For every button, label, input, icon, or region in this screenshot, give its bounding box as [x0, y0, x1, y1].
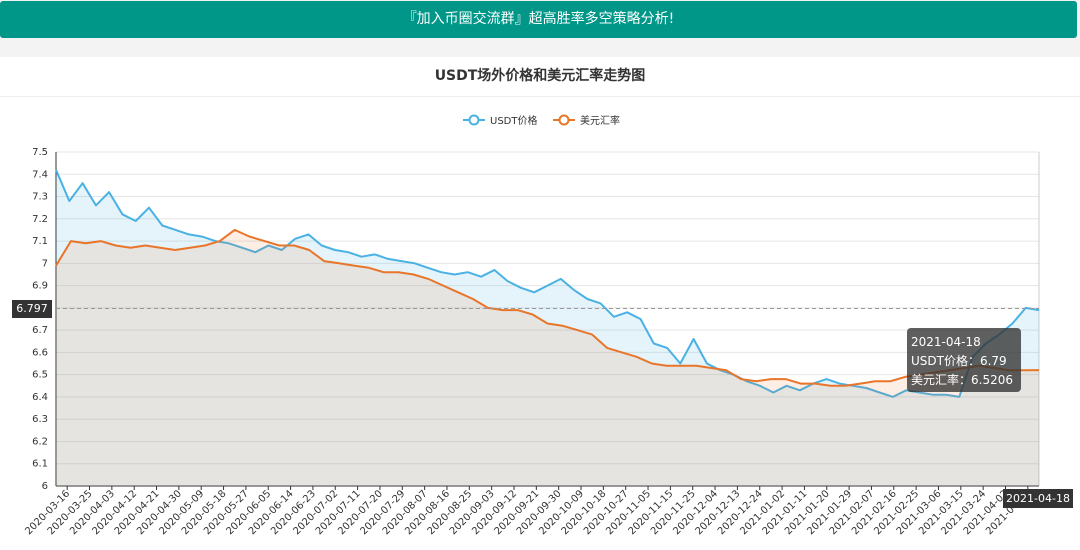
- tooltip: 2021-04-18 USDT价格：6.79 美元汇率：6.5206: [907, 328, 1021, 392]
- series-area-2: [56, 229, 1039, 486]
- crosshair-y-label: 6.797: [12, 300, 52, 318]
- tooltip-usdt: USDT价格：6.79: [911, 354, 1007, 368]
- y-tick-label: 7: [42, 258, 48, 269]
- y-tick-label: 6.5: [32, 370, 48, 381]
- promo-banner[interactable]: 『加入币圈交流群』超高胜率多空策略分析!: [0, 1, 1077, 38]
- chart-title: USDT场外价格和美元汇率走势图: [0, 57, 1080, 97]
- legend-swatch-dot: [558, 114, 570, 126]
- y-tick-label: 6.4: [32, 392, 48, 403]
- y-tick-label: 6.7: [32, 325, 48, 336]
- y-tick-label: 7.5: [32, 147, 48, 158]
- series-line-2: [55, 228, 1040, 387]
- tooltip-date: 2021-04-18: [911, 335, 981, 349]
- legend-label: USDT价格: [490, 114, 537, 127]
- y-tick-label: 6.6: [32, 347, 48, 358]
- tooltip-fx: 美元汇率：6.5206: [911, 373, 1013, 387]
- chart-card: USDT场外价格和美元汇率走势图: [0, 57, 1080, 550]
- y-tick-label: 7.1: [32, 236, 48, 247]
- y-tick-label: 7.3: [32, 192, 48, 203]
- y-tick-label: 6.9: [32, 281, 48, 292]
- legend-swatch-dot: [468, 114, 480, 126]
- legend-label: 美元汇率: [580, 114, 620, 127]
- crosshair-x-label: 2021-04-18: [1003, 489, 1073, 508]
- y-tick-label: 7.2: [32, 214, 48, 225]
- promo-banner-text: 『加入币圈交流群』超高胜率多空策略分析!: [402, 11, 675, 27]
- y-tick-label: 6.3: [32, 414, 48, 425]
- y-tick-label: 6: [42, 481, 48, 492]
- y-tick-label: 6.1: [32, 459, 48, 470]
- y-tick-label: 6.2: [32, 436, 48, 447]
- series-area-1: [56, 169, 1039, 487]
- y-tick-label: 7.4: [32, 169, 48, 180]
